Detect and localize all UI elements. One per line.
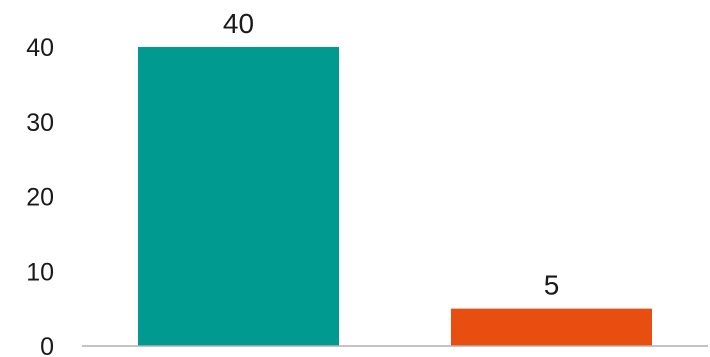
y-tick-label: 30 [26, 109, 54, 137]
data-label-2: 5 [544, 270, 560, 301]
y-tick-label: 0 [40, 333, 54, 357]
y-tick-label: 40 [26, 34, 54, 62]
data-labels: 40 5 [223, 8, 559, 301]
y-tick-label: 20 [26, 184, 54, 212]
bar-1 [138, 47, 339, 346]
y-axis: 0 10 20 30 40 [26, 34, 54, 357]
data-label-1: 40 [223, 8, 254, 39]
bar-2 [451, 308, 652, 346]
y-tick-label: 10 [26, 258, 54, 286]
bars [138, 47, 652, 346]
